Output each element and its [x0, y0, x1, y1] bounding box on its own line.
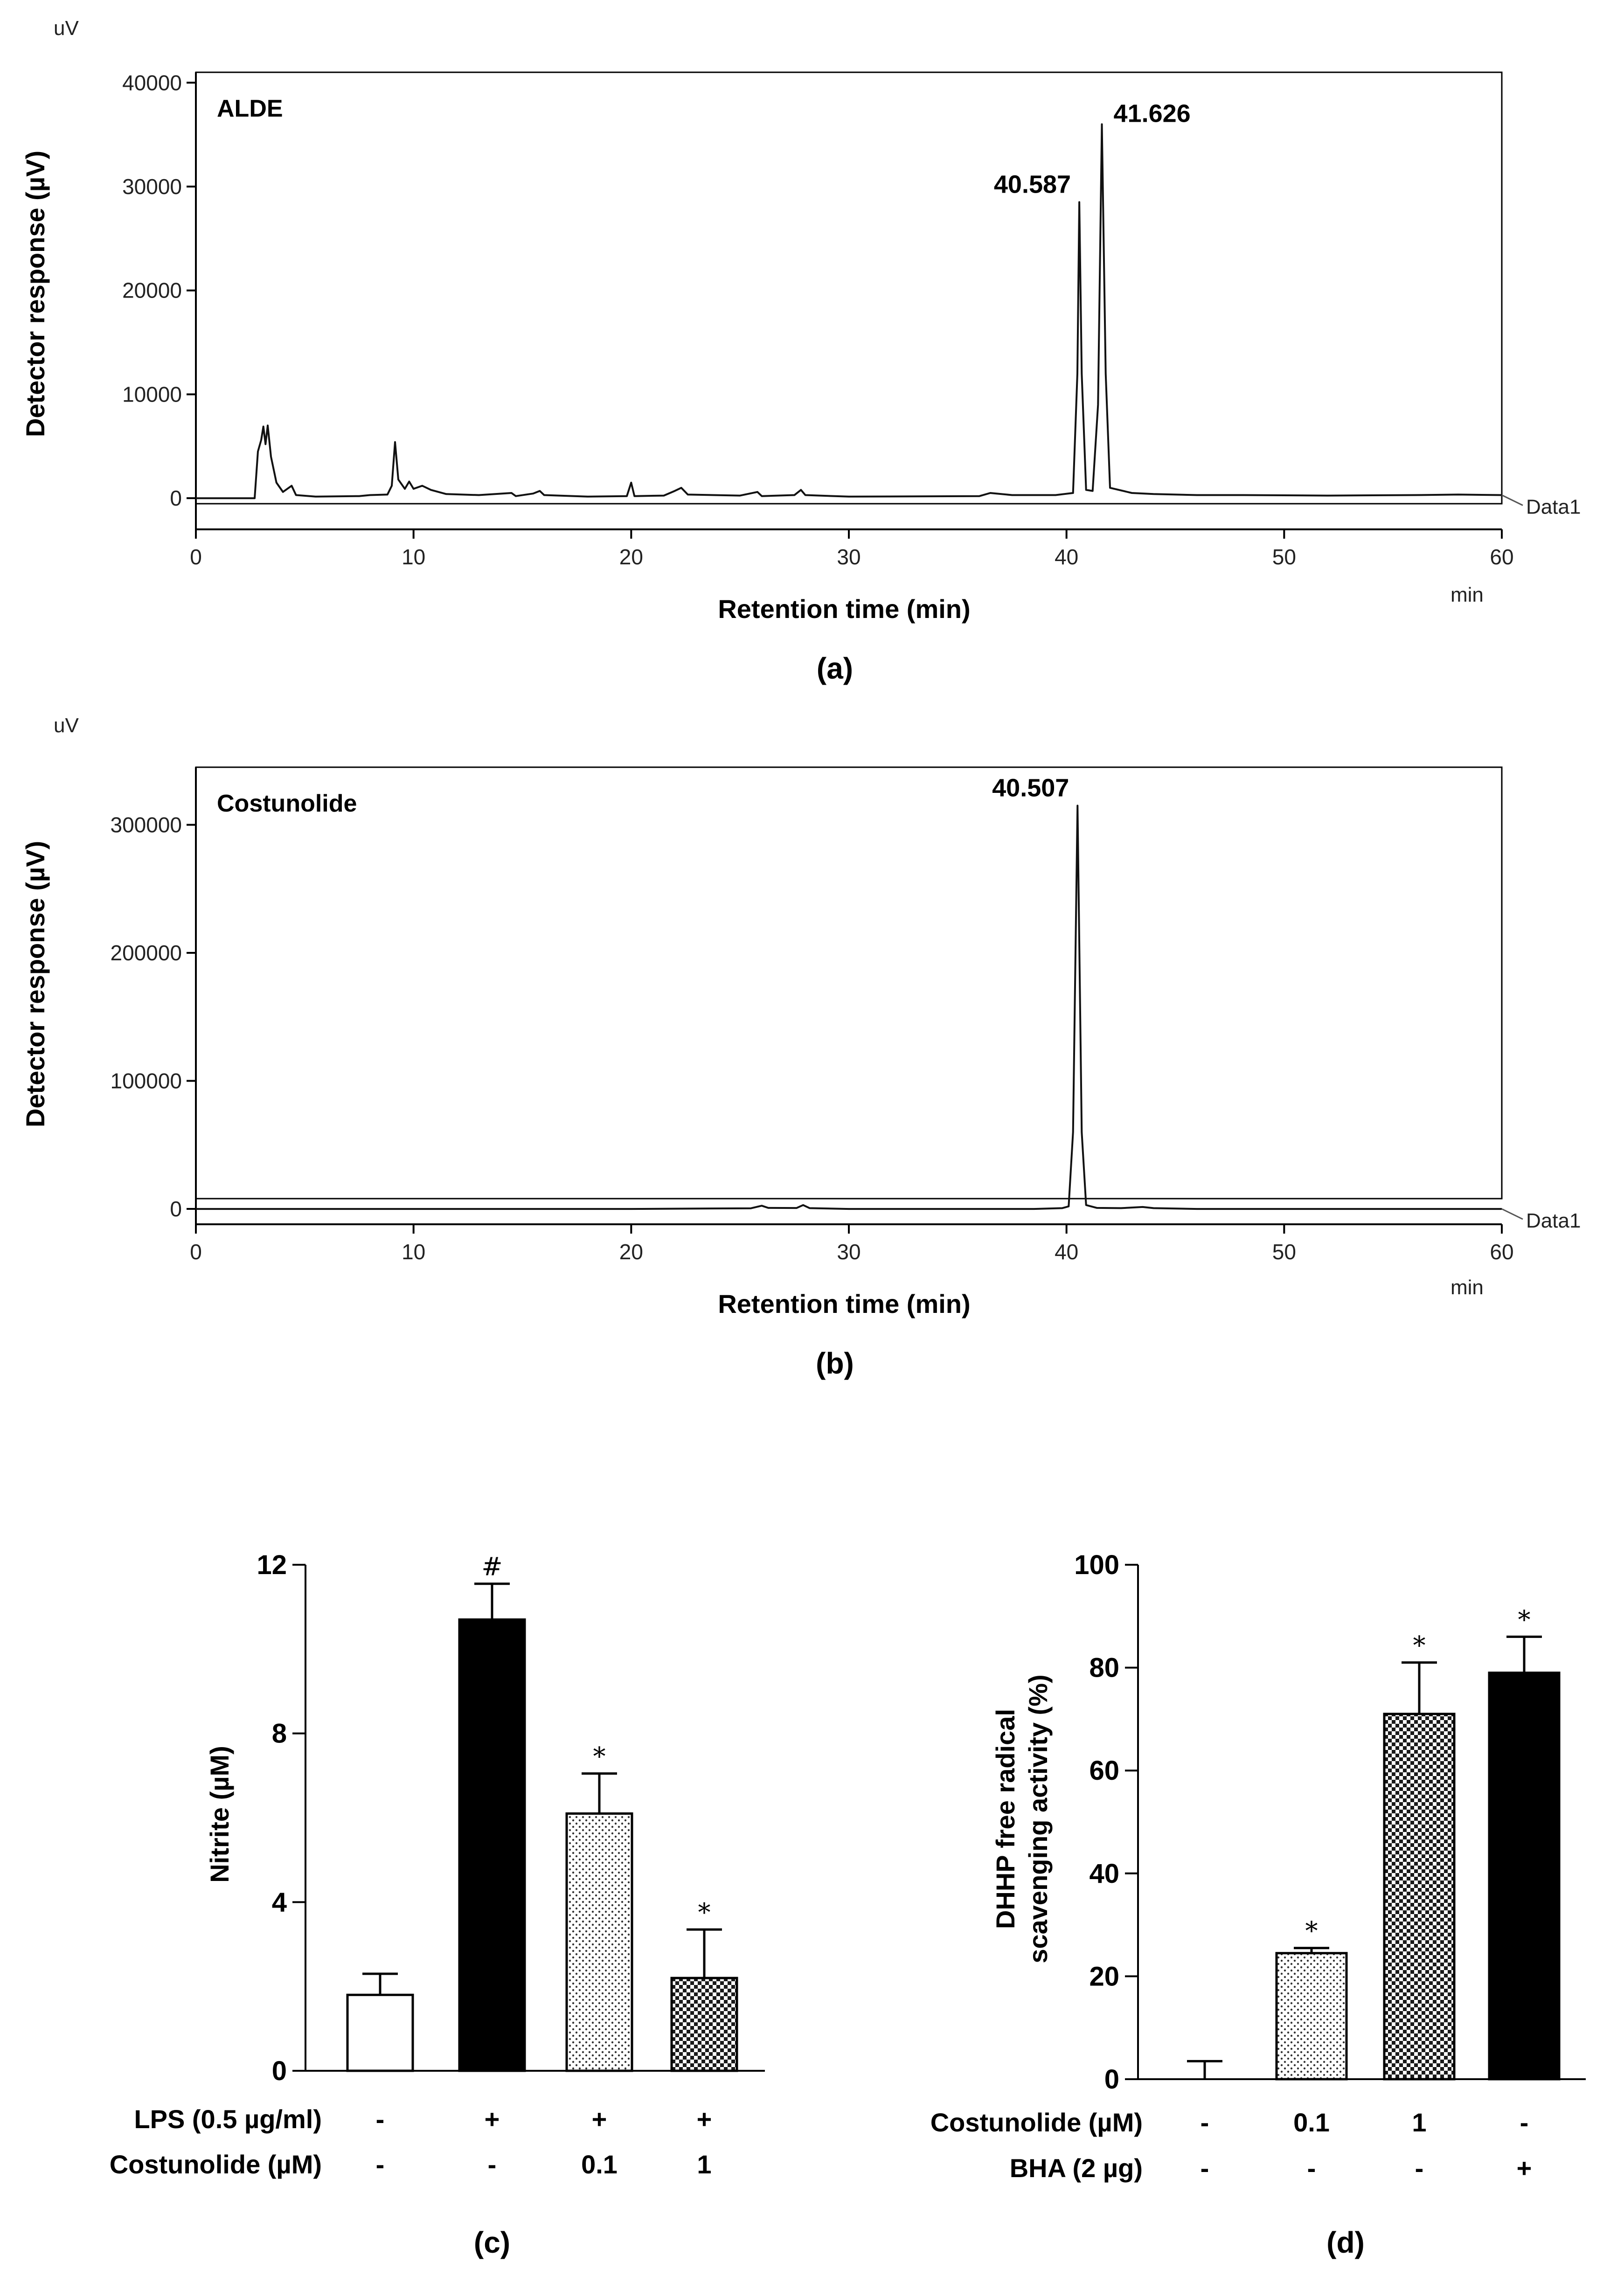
y-tick-label-c-0: 0 [272, 2056, 287, 2086]
chromatogram-panel-b: uV Costunolide 0 100000 200000 300000 0 10 20… [21, 714, 1581, 1380]
x-tick-label-a-10: 10 [402, 545, 425, 569]
y-tick-label-b-0: 0 [170, 1197, 182, 1221]
plot-frame-b [195, 766, 1503, 1200]
x-axis-title-b: Retention time (min) [718, 1289, 970, 1318]
significance-mark-d-1: * [1305, 1916, 1318, 1946]
x-tick-label-b-30: 30 [837, 1240, 861, 1264]
chromatogram-panel-a: uV ALDE 0 10000 20000 30000 40000 0 10 20 30 40 5… [21, 17, 1581, 685]
y-tick-label-c-8: 8 [272, 1719, 287, 1749]
group-row-value-c-0-0: - [376, 2104, 385, 2134]
unit-label-a: uV [54, 17, 79, 40]
group-row-value-c-0-3: + [697, 2104, 712, 2134]
x-tick-label-b-0: 0 [190, 1240, 202, 1264]
series-leader-line-a [1501, 494, 1523, 506]
bar-c-1 [458, 1618, 526, 2072]
group-row-label-c-1: Costunolide (µM) [110, 2150, 322, 2179]
y-tick-label-b-100000: 100000 [111, 1069, 182, 1093]
x-tick-label-a-30: 30 [837, 545, 861, 569]
group-row-label-c-0: LPS (0.5 µg/ml) [134, 2104, 322, 2134]
y-tick-label-b-300000: 300000 [111, 813, 182, 837]
x-unit-a: min [1450, 583, 1484, 606]
y-tick-label-b-200000: 200000 [111, 941, 182, 965]
significance-mark-c-1: # [481, 1552, 502, 1582]
significance-mark-c-2: * [593, 1742, 606, 1771]
sample-name-a: ALDE [217, 95, 283, 122]
y-tick-label-d-60: 60 [1089, 1756, 1119, 1786]
group-row-value-d-1-0: - [1201, 2153, 1209, 2183]
significance-mark-d-3: * [1518, 1605, 1531, 1634]
y-axis-title-b: Detector response (µV) [21, 841, 50, 1127]
group-row-value-d-1-1: - [1307, 2153, 1316, 2183]
bar-chart-panel-d: 0 20 40 60 80 100 * * * DHHP free radical scave… [930, 1550, 1586, 2259]
significance-mark-d-2: * [1413, 1631, 1426, 1660]
y-tick-label-d-20: 20 [1089, 1961, 1119, 1992]
y-tick-label-a-30000: 30000 [122, 174, 182, 199]
peak-label-b-0: 40.507 [992, 774, 1069, 802]
x-tick-label-b-40: 40 [1055, 1240, 1078, 1264]
bar-c-3 [670, 1977, 738, 2072]
plot-frame-a [195, 71, 1503, 505]
group-row-label-d-0: Costunolide (µM) [930, 2108, 1143, 2137]
y-tick-label-a-20000: 20000 [122, 278, 182, 303]
x-tick-label-a-60: 60 [1490, 545, 1513, 569]
y-tick-label-c-12: 12 [257, 1550, 287, 1580]
subfigure-label-b: (b) [816, 1346, 854, 1380]
y-tick-label-a-0: 0 [170, 486, 182, 510]
x-tick-label-a-40: 40 [1055, 545, 1078, 569]
y-axis-title-d-line1: DHHP free radical [991, 1709, 1020, 1929]
y-axis-title-a: Detector response (µV) [21, 151, 50, 437]
group-row-value-c-1-2: 0.1 [581, 2150, 618, 2179]
bar-d-1 [1275, 1952, 1348, 2081]
bar-chart-panel-c: 0 4 8 12 # * * Nitrite (µM) LPS (0.5 µg/ml) - +… [110, 1550, 765, 2259]
x-tick-label-b-10: 10 [402, 1240, 425, 1264]
significance-mark-c-3: * [698, 1898, 711, 1927]
chromatogram-trace-b [196, 805, 1502, 1210]
group-row-value-d-0-3: - [1520, 2108, 1529, 2137]
chromatogram-trace-a [196, 123, 1502, 500]
bar-c-2 [565, 1812, 633, 2072]
x-unit-b: min [1450, 1276, 1484, 1299]
group-row-value-d-1-3: + [1517, 2153, 1532, 2183]
x-tick-label-b-50: 50 [1272, 1240, 1296, 1264]
group-row-value-d-1-2: - [1415, 2153, 1424, 2183]
group-row-value-d-0-1: 0.1 [1293, 2108, 1330, 2137]
y-tick-label-c-4: 4 [272, 1887, 287, 1917]
sample-name-b: Costunolide [217, 790, 357, 817]
peak-label-a-1: 41.626 [1114, 99, 1191, 127]
subfigure-label-c: (c) [474, 2226, 510, 2259]
subfigure-label-d: (d) [1326, 2226, 1365, 2259]
bar-d-2 [1383, 1713, 1456, 2081]
group-row-value-c-1-3: 1 [697, 2150, 711, 2179]
group-row-value-c-1-1: - [488, 2150, 497, 2179]
series-leader-line-b [1501, 1208, 1523, 1220]
x-tick-label-b-60: 60 [1490, 1240, 1513, 1264]
x-tick-label-b-20: 20 [619, 1240, 643, 1264]
group-row-value-c-1-0: - [376, 2150, 385, 2179]
y-tick-label-d-40: 40 [1089, 1859, 1119, 1889]
y-axis-title-d-line2: scavenging activity (%) [1023, 1674, 1053, 1963]
x-tick-label-a-50: 50 [1272, 545, 1296, 569]
series-label-b: Data1 [1526, 1209, 1581, 1232]
group-row-value-d-0-2: 1 [1412, 2108, 1426, 2137]
x-tick-label-a-20: 20 [619, 545, 643, 569]
peak-label-a-0: 40.587 [994, 170, 1071, 198]
x-axis-title-a: Retention time (min) [718, 594, 970, 624]
y-tick-label-d-0: 0 [1104, 2064, 1119, 2095]
series-label-a: Data1 [1526, 496, 1581, 519]
y-tick-label-a-40000: 40000 [122, 70, 182, 95]
group-row-value-d-0-0: - [1201, 2108, 1209, 2137]
y-axis-title-c: Nitrite (µM) [205, 1746, 234, 1883]
group-row-value-c-0-2: + [592, 2104, 607, 2134]
group-row-label-d-1: BHA (2 µg) [1010, 2153, 1143, 2183]
unit-label-b: uV [54, 714, 79, 737]
bar-d-3 [1488, 1672, 1561, 2081]
x-tick-label-a-0: 0 [190, 545, 202, 569]
y-tick-label-d-80: 80 [1089, 1653, 1119, 1683]
y-tick-label-a-10000: 10000 [122, 382, 182, 406]
group-row-value-c-0-1: + [485, 2104, 500, 2134]
subfigure-label-a: (a) [817, 652, 853, 685]
y-tick-label-d-100: 100 [1074, 1550, 1119, 1580]
bar-c-0 [346, 1993, 414, 2072]
